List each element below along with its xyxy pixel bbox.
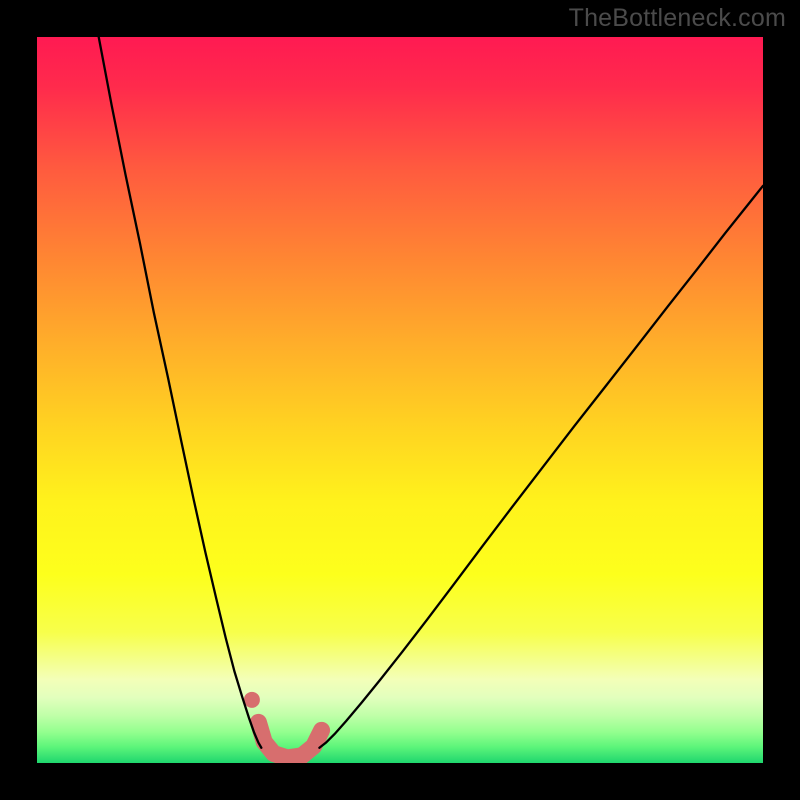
watermark-label: TheBottleneck.com: [569, 4, 786, 33]
plot-area: [37, 37, 763, 763]
valley-marker-dot: [244, 692, 260, 708]
bottleneck-chart-svg: [37, 37, 763, 763]
chart-frame: TheBottleneck.com: [0, 0, 800, 800]
